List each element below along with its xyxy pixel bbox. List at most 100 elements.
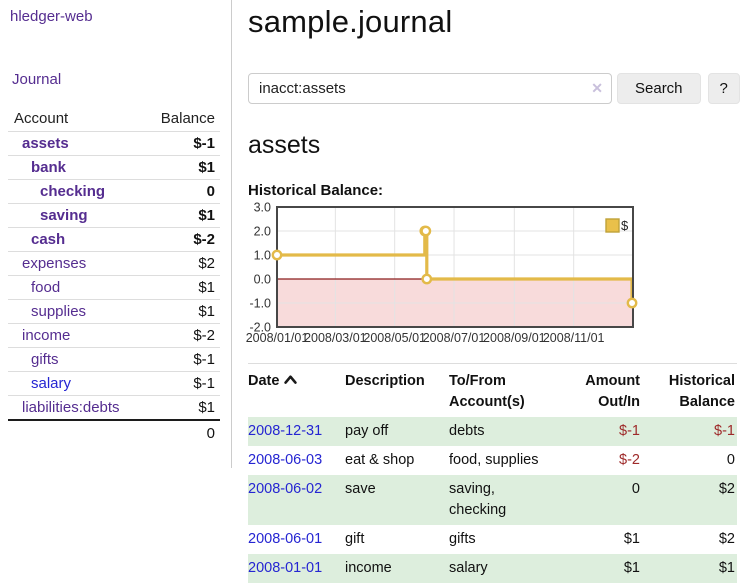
transaction-row: 2008-01-01 income salary $1 $1 — [248, 554, 737, 583]
transaction-balance: $-1 — [714, 423, 735, 439]
account-row: expenses $2 — [8, 251, 220, 276]
account-row: bank $1 — [8, 155, 220, 180]
account-balance: $2 — [143, 251, 220, 276]
search-button[interactable]: Search — [617, 73, 701, 104]
help-button[interactable]: ? — [707, 73, 740, 104]
account-row: checking 0 — [8, 179, 220, 204]
search-form: ✕ Search ? — [248, 73, 740, 104]
account-balance: $-1 — [143, 131, 220, 156]
account-link-expenses[interactable]: expenses — [22, 255, 87, 272]
column-header-description: Description — [345, 373, 425, 389]
transaction-balance: 0 — [726, 452, 735, 468]
account-row: income $-2 — [8, 323, 220, 348]
transaction-balance: $2 — [718, 531, 735, 547]
account-row: food $1 — [8, 275, 220, 300]
transaction-amount: 0 — [631, 481, 640, 497]
svg-text:$: $ — [621, 218, 629, 233]
account-row: salary $-1 — [8, 371, 220, 396]
account-link-gifts[interactable]: gifts — [31, 351, 59, 368]
svg-text:2008/09/01: 2008/09/01 — [483, 331, 546, 345]
svg-text:1.0: 1.0 — [254, 249, 271, 263]
account-link-assets[interactable]: assets — [22, 135, 69, 152]
transactions-header-row: Date Description To/From Account(s) Amoun… — [248, 364, 737, 418]
transaction-accounts: salary — [449, 560, 488, 576]
search-box: ✕ — [248, 73, 612, 104]
svg-text:2008/07/01: 2008/07/01 — [423, 331, 486, 345]
balance-chart-svg: $3.0 2.0 1.0 0.0 -1.0 -2.02008/01/012008/03/0… — [246, 201, 638, 345]
accounts-total-balance: 0 — [143, 419, 220, 446]
column-header-amount: Amount Out/In — [585, 373, 640, 410]
account-link-liabilities-debts[interactable]: liabilities:debts — [22, 399, 120, 416]
transaction-row: 2008-06-02 save saving, checking 0 $2 — [248, 475, 737, 525]
transactions-table: Date Description To/From Account(s) Amoun… — [248, 363, 737, 583]
transaction-balance: $2 — [718, 481, 735, 497]
transaction-row: 2008-06-03 eat & shop food, supplies $-2… — [248, 446, 737, 475]
sort-asc-icon — [284, 375, 298, 384]
search-input[interactable] — [248, 73, 612, 104]
transaction-balance: $1 — [718, 560, 735, 576]
page-title: sample.journal — [248, 4, 453, 39]
account-link-income[interactable]: income — [22, 327, 71, 344]
transaction-row: 2008-06-01 gift gifts $1 $2 — [248, 525, 737, 554]
account-row: supplies $1 — [8, 299, 220, 324]
account-link-cash[interactable]: cash — [31, 231, 66, 248]
account-balance: $1 — [143, 203, 220, 228]
chart-title: Historical Balance: — [248, 182, 384, 199]
account-link-supplies[interactable]: supplies — [31, 303, 87, 320]
transaction-date-link[interactable]: 2008-06-03 — [248, 452, 323, 468]
transaction-row: 2008-12-31 pay off debts $-1 $-1 — [248, 417, 737, 446]
transaction-description: pay off — [345, 423, 389, 439]
accounts-table: Account Balance assets $-1 bank $1 check… — [8, 107, 220, 446]
sidebar-item-journal[interactable]: Journal — [12, 71, 62, 88]
transaction-accounts: gifts — [449, 531, 476, 547]
transaction-accounts: debts — [449, 423, 485, 439]
brand-link[interactable]: hledger-web — [10, 8, 93, 25]
account-balance: $-2 — [143, 323, 220, 348]
transaction-accounts: saving, checking — [449, 481, 507, 518]
transaction-accounts: food, supplies — [449, 452, 539, 468]
accounts-header-row: Account Balance — [8, 107, 220, 132]
accounts-header-account: Account — [14, 110, 69, 127]
account-link-checking[interactable]: checking — [40, 183, 106, 200]
column-header-date[interactable]: Date — [248, 364, 345, 418]
account-balance: $-2 — [143, 227, 220, 252]
account-row: gifts $-1 — [8, 347, 220, 372]
clear-search-icon[interactable]: ✕ — [591, 80, 603, 96]
column-header-accounts: To/From Account(s) — [449, 373, 525, 410]
account-link-food[interactable]: food — [31, 279, 61, 296]
svg-text:2008/05/01: 2008/05/01 — [363, 331, 426, 345]
account-row: liabilities:debts $1 — [8, 395, 220, 420]
column-header-balance: Historical Balance — [668, 373, 735, 410]
transaction-amount: $-2 — [619, 452, 640, 468]
transaction-description: income — [345, 560, 392, 576]
account-row: assets $-1 — [8, 131, 220, 156]
svg-text:-2.0: -2.0 — [249, 321, 271, 335]
svg-text:3.0: 3.0 — [254, 201, 271, 215]
account-row: cash $-2 — [8, 227, 220, 252]
account-link-salary[interactable]: salary — [31, 375, 72, 392]
accounts-header-balance: Balance — [160, 110, 215, 127]
transaction-amount: $1 — [623, 560, 640, 576]
account-balance: 0 — [143, 179, 220, 204]
transaction-date-link[interactable]: 2008-12-31 — [248, 423, 323, 439]
account-balance: $-1 — [143, 371, 220, 396]
accounts-total-row: 0 — [8, 419, 220, 446]
svg-text:2008/11/01: 2008/11/01 — [543, 331, 605, 345]
main-content: sample.journal ✕ Search ? assets Histori… — [232, 0, 742, 583]
svg-text:2.0: 2.0 — [254, 225, 271, 239]
account-link-bank[interactable]: bank — [31, 159, 67, 176]
account-balance: $1 — [143, 395, 220, 420]
transaction-date-link[interactable]: 2008-06-01 — [248, 531, 323, 547]
transaction-description: gift — [345, 531, 365, 547]
transaction-amount: $1 — [623, 531, 640, 547]
account-heading: assets — [248, 131, 321, 159]
transaction-amount: $-1 — [619, 423, 640, 439]
account-balance: $1 — [143, 275, 220, 300]
sidebar: hledger-web Journal Account Balance asse… — [0, 0, 232, 468]
account-balance: $1 — [143, 155, 220, 180]
account-link-saving[interactable]: saving — [40, 207, 88, 224]
svg-text:2008/01/01: 2008/01/01 — [246, 331, 309, 345]
svg-text:2008/03/01: 2008/03/01 — [304, 331, 367, 345]
transaction-date-link[interactable]: 2008-06-02 — [248, 481, 323, 497]
transaction-date-link[interactable]: 2008-01-01 — [248, 560, 323, 576]
